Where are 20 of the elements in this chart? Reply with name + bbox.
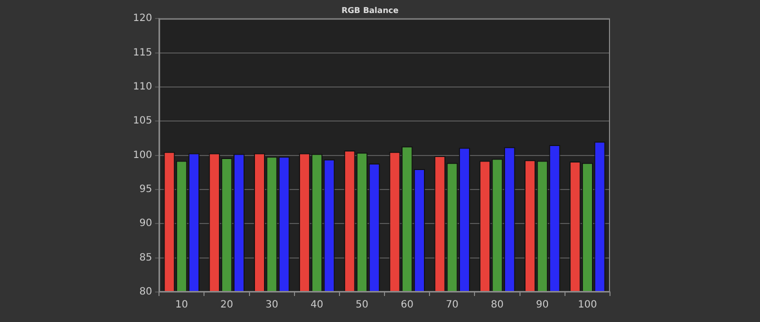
y-tick-label: 115 — [132, 47, 152, 58]
y-tick-label: 80 — [139, 286, 152, 298]
x-tick-label: 90 — [536, 300, 549, 311]
y-tick-label: 95 — [139, 184, 152, 196]
x-tick-label: 10 — [175, 300, 188, 311]
x-tick-label: 30 — [265, 300, 278, 311]
y-tick-label: 110 — [132, 82, 152, 93]
chart-title: RGB Balance — [341, 6, 400, 15]
x-tick-label: 80 — [490, 300, 504, 311]
x-tick-label: 70 — [446, 300, 459, 311]
y-tick-label: 85 — [139, 252, 152, 264]
y-tick-label: 105 — [132, 116, 152, 127]
x-tick-label: 100 — [578, 300, 597, 311]
x-tick-label: 40 — [310, 300, 324, 311]
y-tick-label: 120 — [132, 13, 152, 24]
x-tick-label: 60 — [400, 300, 414, 311]
x-tick-label: 50 — [356, 300, 368, 311]
x-tick-label: 20 — [220, 300, 234, 311]
y-tick-label: 100 — [132, 150, 152, 161]
y-tick-label: 90 — [139, 218, 152, 230]
